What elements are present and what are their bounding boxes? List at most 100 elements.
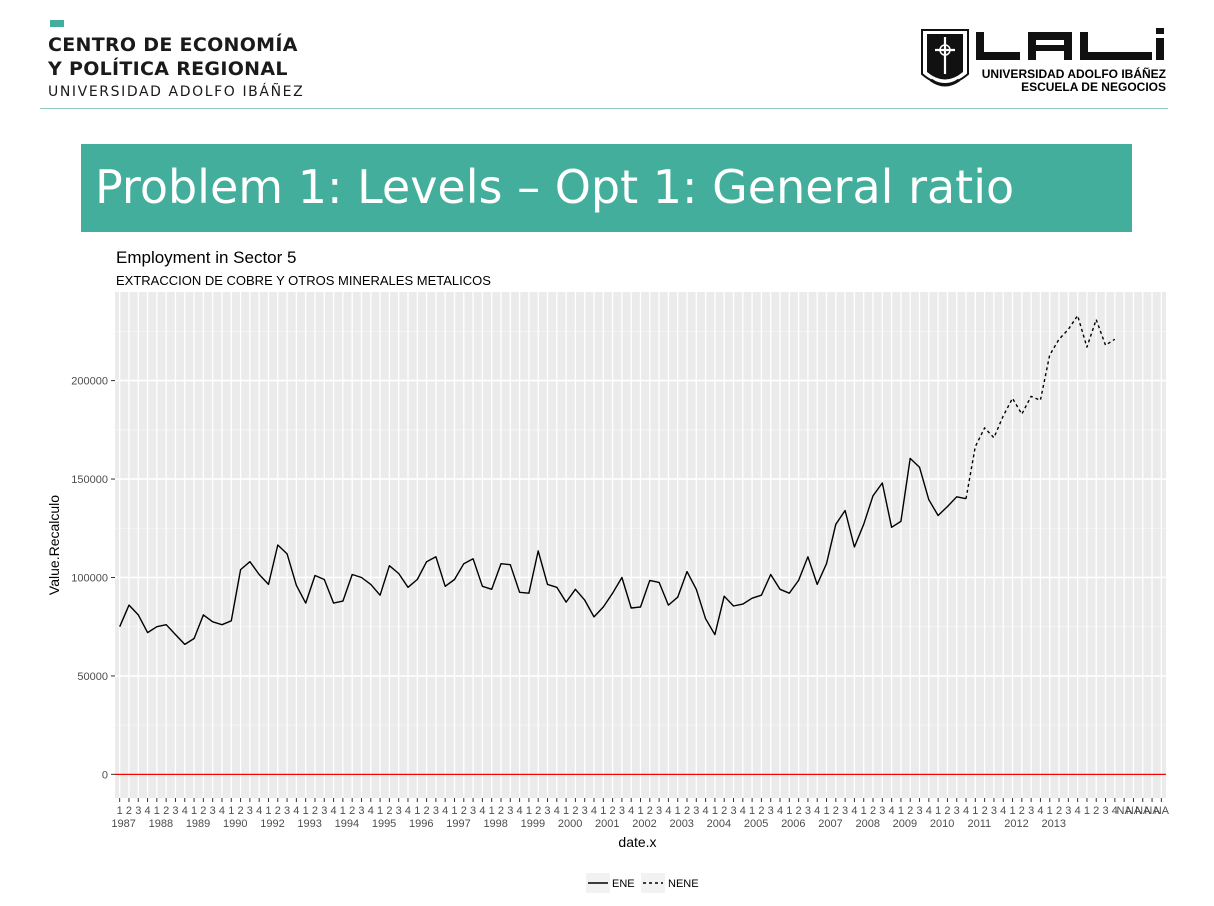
x-tick-label-quarter: 4 — [479, 805, 485, 817]
x-tick-label-year: 1998 — [483, 818, 507, 830]
x-tick-label-year: 2003 — [669, 818, 693, 830]
y-tick-label: 50000 — [77, 671, 108, 683]
x-tick-label-quarter: 2 — [386, 805, 392, 817]
x-tick-label-quarter: 2 — [237, 805, 243, 817]
x-tick-label-quarter: 2 — [275, 805, 281, 817]
header-divider — [40, 108, 1168, 109]
x-tick-label-quarter: 1 — [563, 805, 569, 817]
x-tick-label-quarter: 3 — [172, 805, 178, 817]
x-tick-label-quarter: 1 — [861, 805, 867, 817]
x-tick-label-quarter: 2 — [498, 805, 504, 817]
x-tick-label-quarter: 4 — [442, 805, 448, 817]
x-tick-label-year: 2000 — [558, 818, 582, 830]
x-tick-label-quarter: 2 — [721, 805, 727, 817]
x-tick-label-quarter: 4 — [628, 805, 634, 817]
x-tick-label-quarter: 3 — [879, 805, 885, 817]
x-tick-label-quarter: 2 — [535, 805, 541, 817]
org-name: CENTRO DE ECONOMÍA Y POLÍTICA REGIONAL — [48, 33, 298, 81]
x-tick-label-quarter: 4 — [1075, 805, 1081, 817]
x-tick-label-quarter: 2 — [758, 805, 764, 817]
x-tick-label-quarter: 4 — [331, 805, 337, 817]
x-tick-label-quarter: 2 — [944, 805, 950, 817]
x-tick-label-quarter: 2 — [1093, 805, 1099, 817]
x-tick-label-year: 2012 — [1004, 818, 1028, 830]
logo-university-name: UNIVERSIDAD ADOLFO IBÁÑEZ — [981, 67, 1166, 81]
x-tick-label-year: 1996 — [409, 818, 433, 830]
y-tick-label: 100000 — [71, 572, 108, 584]
x-tick-label-quarter: 3 — [842, 805, 848, 817]
y-tick-label: 0 — [102, 769, 108, 781]
x-tick-label-quarter: 4 — [591, 805, 597, 817]
x-tick-label-quarter: 3 — [1065, 805, 1071, 817]
x-tick-label-quarter: 1 — [749, 805, 755, 817]
shield-icon — [921, 29, 969, 87]
x-tick-label-quarter: 1 — [786, 805, 792, 817]
x-tick-label-year: 1995 — [372, 818, 396, 830]
x-tick-label-quarter: 4 — [219, 805, 225, 817]
x-tick-label-quarter: 2 — [200, 805, 206, 817]
uai-wordmark — [976, 28, 1164, 60]
x-tick-label-quarter: 4 — [1112, 805, 1118, 817]
x-tick-label-year: 2004 — [707, 818, 731, 830]
x-tick-label-year: 1988 — [149, 818, 173, 830]
x-tick-label-quarter: 3 — [284, 805, 290, 817]
x-tick-label-quarter: 2 — [870, 805, 876, 817]
x-tick-label-quarter: 4 — [256, 805, 262, 817]
legend-label-ene: ENE — [612, 878, 635, 890]
x-tick-label-quarter: 1 — [712, 805, 718, 817]
x-tick-label-quarter: 3 — [358, 805, 364, 817]
x-tick-label-quarter: 4 — [814, 805, 820, 817]
x-tick-label-quarter: 3 — [1102, 805, 1108, 817]
x-tick-label-quarter: 1 — [935, 805, 941, 817]
x-tick-label-quarter: 3 — [916, 805, 922, 817]
x-tick-label-year: 1987 — [111, 818, 135, 830]
x-tick-label-year: 1989 — [186, 818, 210, 830]
chart-subtitle: EXTRACCION DE COBRE Y OTROS MINERALES ME… — [116, 273, 491, 288]
x-tick-label-quarter: 4 — [963, 805, 969, 817]
x-tick-label-quarter: 4 — [517, 805, 523, 817]
x-tick-label-quarter: 3 — [619, 805, 625, 817]
x-tick-label-year: 2006 — [781, 818, 805, 830]
x-tick-label-quarter: 3 — [805, 805, 811, 817]
x-tick-label-quarter: 3 — [954, 805, 960, 817]
x-tick-label-quarter: 2 — [312, 805, 318, 817]
x-tick-label-quarter: 3 — [544, 805, 550, 817]
x-tick-label-quarter: 4 — [889, 805, 895, 817]
x-tick-label-quarter: 3 — [582, 805, 588, 817]
x-tick-label-quarter: NA — [1117, 805, 1133, 817]
x-tick-label-quarter: 3 — [656, 805, 662, 817]
x-tick-label-quarter: 1 — [1084, 805, 1090, 817]
x-tick-label-quarter: 1 — [340, 805, 346, 817]
x-tick-label-quarter: 3 — [433, 805, 439, 817]
x-tick-label-quarter: 3 — [991, 805, 997, 817]
x-tick-label-year: 1997 — [446, 818, 470, 830]
x-tick-label-quarter: 2 — [1056, 805, 1062, 817]
header-accent-mark — [50, 20, 64, 27]
x-tick-label-quarter: 1 — [228, 805, 234, 817]
x-tick-label-quarter: 1 — [303, 805, 309, 817]
x-tick-label-quarter: 2 — [349, 805, 355, 817]
slide-title: Problem 1: Levels – Opt 1: General ratio — [95, 160, 1015, 214]
x-tick-label-quarter: 3 — [730, 805, 736, 817]
x-tick-label-quarter: 3 — [470, 805, 476, 817]
x-tick-label-quarter: 4 — [777, 805, 783, 817]
x-tick-label-quarter: 1 — [600, 805, 606, 817]
x-tick-label-quarter: 2 — [907, 805, 913, 817]
x-tick-label-quarter: 2 — [647, 805, 653, 817]
x-tick-label-quarter: 3 — [135, 805, 141, 817]
x-tick-label-quarter: 4 — [740, 805, 746, 817]
x-tick-label-quarter: 4 — [926, 805, 932, 817]
x-tick-label-quarter: 2 — [684, 805, 690, 817]
x-tick-label-quarter: 1 — [526, 805, 532, 817]
legend-label-nene: NENE — [668, 878, 699, 890]
x-tick-label-year: 1999 — [521, 818, 545, 830]
org-university: UNIVERSIDAD ADOLFO IBÁÑEZ — [48, 84, 305, 100]
x-tick-label-quarter: 1 — [414, 805, 420, 817]
y-tick-label: 150000 — [71, 474, 108, 486]
x-tick-label-year: 2008 — [855, 818, 879, 830]
x-tick-label-quarter: 1 — [1009, 805, 1015, 817]
x-tick-label-quarter: 3 — [507, 805, 513, 817]
x-tick-label-quarter: NA — [1135, 805, 1151, 817]
x-tick-label-quarter: 1 — [377, 805, 383, 817]
chart-legend: ENE NENE — [586, 873, 699, 893]
